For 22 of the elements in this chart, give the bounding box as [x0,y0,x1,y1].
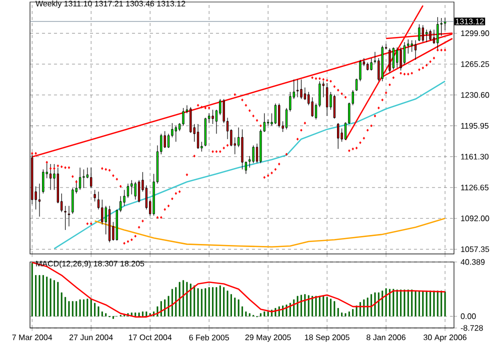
x-tick-label: 6 Feb 2005 [189,334,229,340]
chart-title: Weekly 1311.10 1317.21 1303.46 1313.12 [36,0,186,8]
chart-title: MACD(12,26,9) 18.307 18.205 [36,260,144,268]
x-tick-label: 8 Jan 2006 [366,334,406,340]
y-tick-label: 1195.95 [461,122,489,129]
y-tick-label: 40.389 [460,259,485,265]
x-tick-label: 30 Apr 2006 [424,334,466,342]
y-tick-label: 1230.60 [461,92,490,98]
y-tick-label: 1126.65 [461,184,489,190]
x-tick-label: 29 May 2005 [245,334,291,342]
y-tick-label: 1057.35 [461,246,490,252]
ref-line-label: 1313.12 [456,18,484,24]
x-tick-label: 27 Jun 2004 [69,334,113,340]
y-tick-label: 1299.90 [461,30,490,36]
x-tick-label: 7 Mar 2004 [12,334,52,340]
y-tick-label: -8.728 [460,325,483,331]
y-tick-label: 1265.25 [461,61,490,67]
y-tick-label: 0.00 [460,313,476,320]
y-tick-label: 1161.30 [461,154,489,160]
x-tick-label: 18 Sep 2005 [304,334,350,342]
x-tick-label: 17 Oct 2004 [128,334,172,340]
y-tick-label: 1092.00 [461,216,490,222]
